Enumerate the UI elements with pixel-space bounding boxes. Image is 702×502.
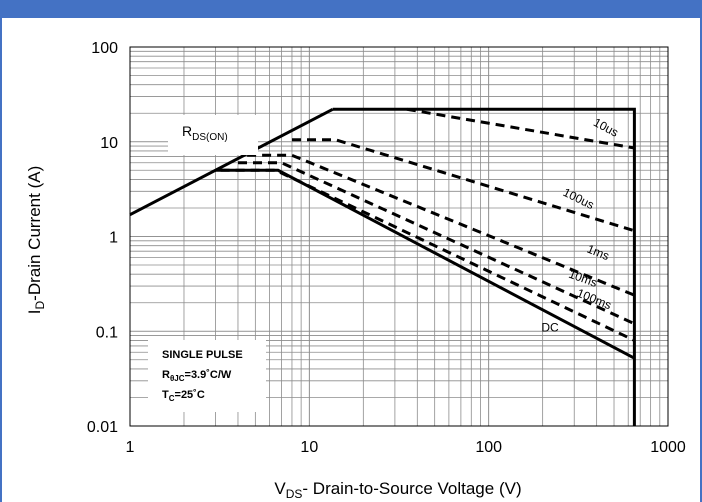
series-10us bbox=[406, 107, 635, 150]
y-tick-label: 1 bbox=[109, 230, 118, 247]
plot-border bbox=[129, 46, 669, 427]
curve-label: 1ms bbox=[585, 242, 611, 263]
curve-label: DC bbox=[541, 320, 559, 334]
series-dc bbox=[215, 168, 636, 360]
x-tick-label: 1000 bbox=[650, 439, 686, 456]
info-box-line1: SINGLE PULSE bbox=[162, 349, 243, 361]
y-tick-label: 100 bbox=[91, 40, 118, 57]
header-bar bbox=[0, 0, 702, 18]
curve-label: 10us bbox=[591, 115, 621, 140]
x-axis-title: VDS- Drain-to-Source Voltage (V) bbox=[274, 479, 521, 501]
info-box bbox=[148, 340, 266, 412]
rds-label-bg bbox=[168, 115, 258, 155]
y-tick-label: 10 bbox=[100, 135, 118, 152]
x-tick-label: 1 bbox=[126, 439, 135, 456]
y-tick-label: 0.01 bbox=[87, 419, 118, 436]
info-box-line3: TC=25˚C bbox=[162, 389, 205, 403]
series-100us bbox=[292, 138, 635, 233]
x-tick-label: 100 bbox=[475, 439, 502, 456]
series-10ms bbox=[238, 161, 636, 326]
y-tick-label: 0.1 bbox=[96, 324, 118, 341]
right-border bbox=[700, 18, 702, 502]
x-tick-label: 10 bbox=[300, 439, 318, 456]
series-1ms bbox=[247, 153, 635, 297]
left-border bbox=[0, 18, 2, 502]
series-lines bbox=[129, 107, 636, 426]
series-r-ds-on- bbox=[129, 107, 334, 217]
info-box-line2: RθJC=3.9˚C/W bbox=[162, 369, 232, 383]
rds-label: RDS(ON) bbox=[182, 123, 228, 143]
y-axis-title: ID-Drain Current (A) bbox=[25, 166, 47, 315]
tick-labels: 1 10 100 1000 100 10 1 0.1 0.01 bbox=[87, 40, 686, 456]
series-current-limit bbox=[332, 107, 636, 426]
